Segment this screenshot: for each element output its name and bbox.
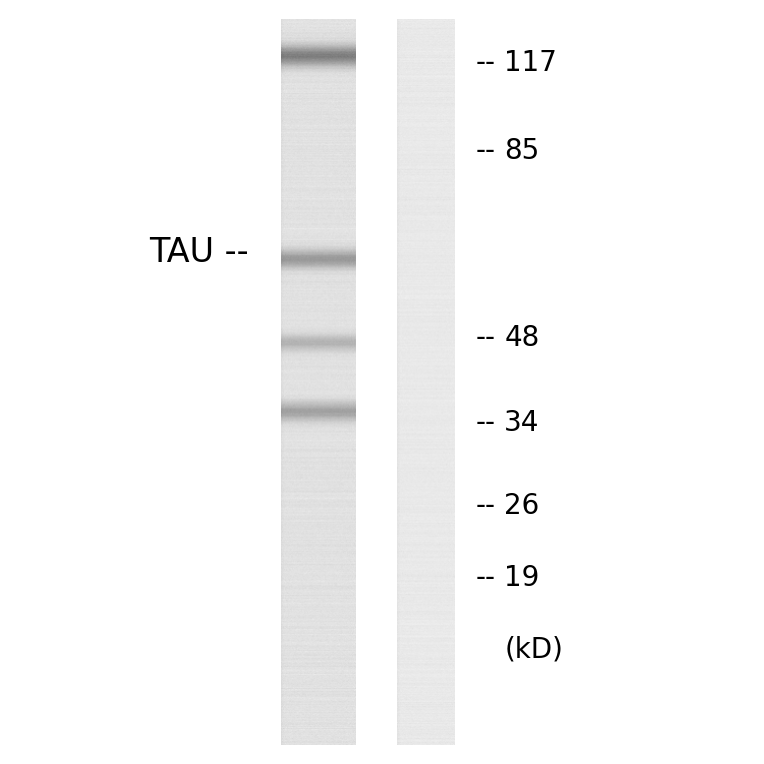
Text: --: -- (475, 50, 495, 77)
Text: --: -- (475, 137, 495, 164)
Text: 117: 117 (504, 50, 557, 77)
Text: 26: 26 (504, 492, 539, 520)
Text: 48: 48 (504, 324, 539, 351)
Text: 19: 19 (504, 564, 539, 591)
Text: --: -- (475, 564, 495, 591)
Text: --: -- (475, 492, 495, 520)
Text: 34: 34 (504, 410, 539, 437)
Text: --: -- (475, 324, 495, 351)
Text: TAU --: TAU -- (149, 235, 248, 269)
Text: 85: 85 (504, 137, 539, 164)
Text: --: -- (475, 410, 495, 437)
Text: (kD): (kD) (504, 636, 563, 663)
